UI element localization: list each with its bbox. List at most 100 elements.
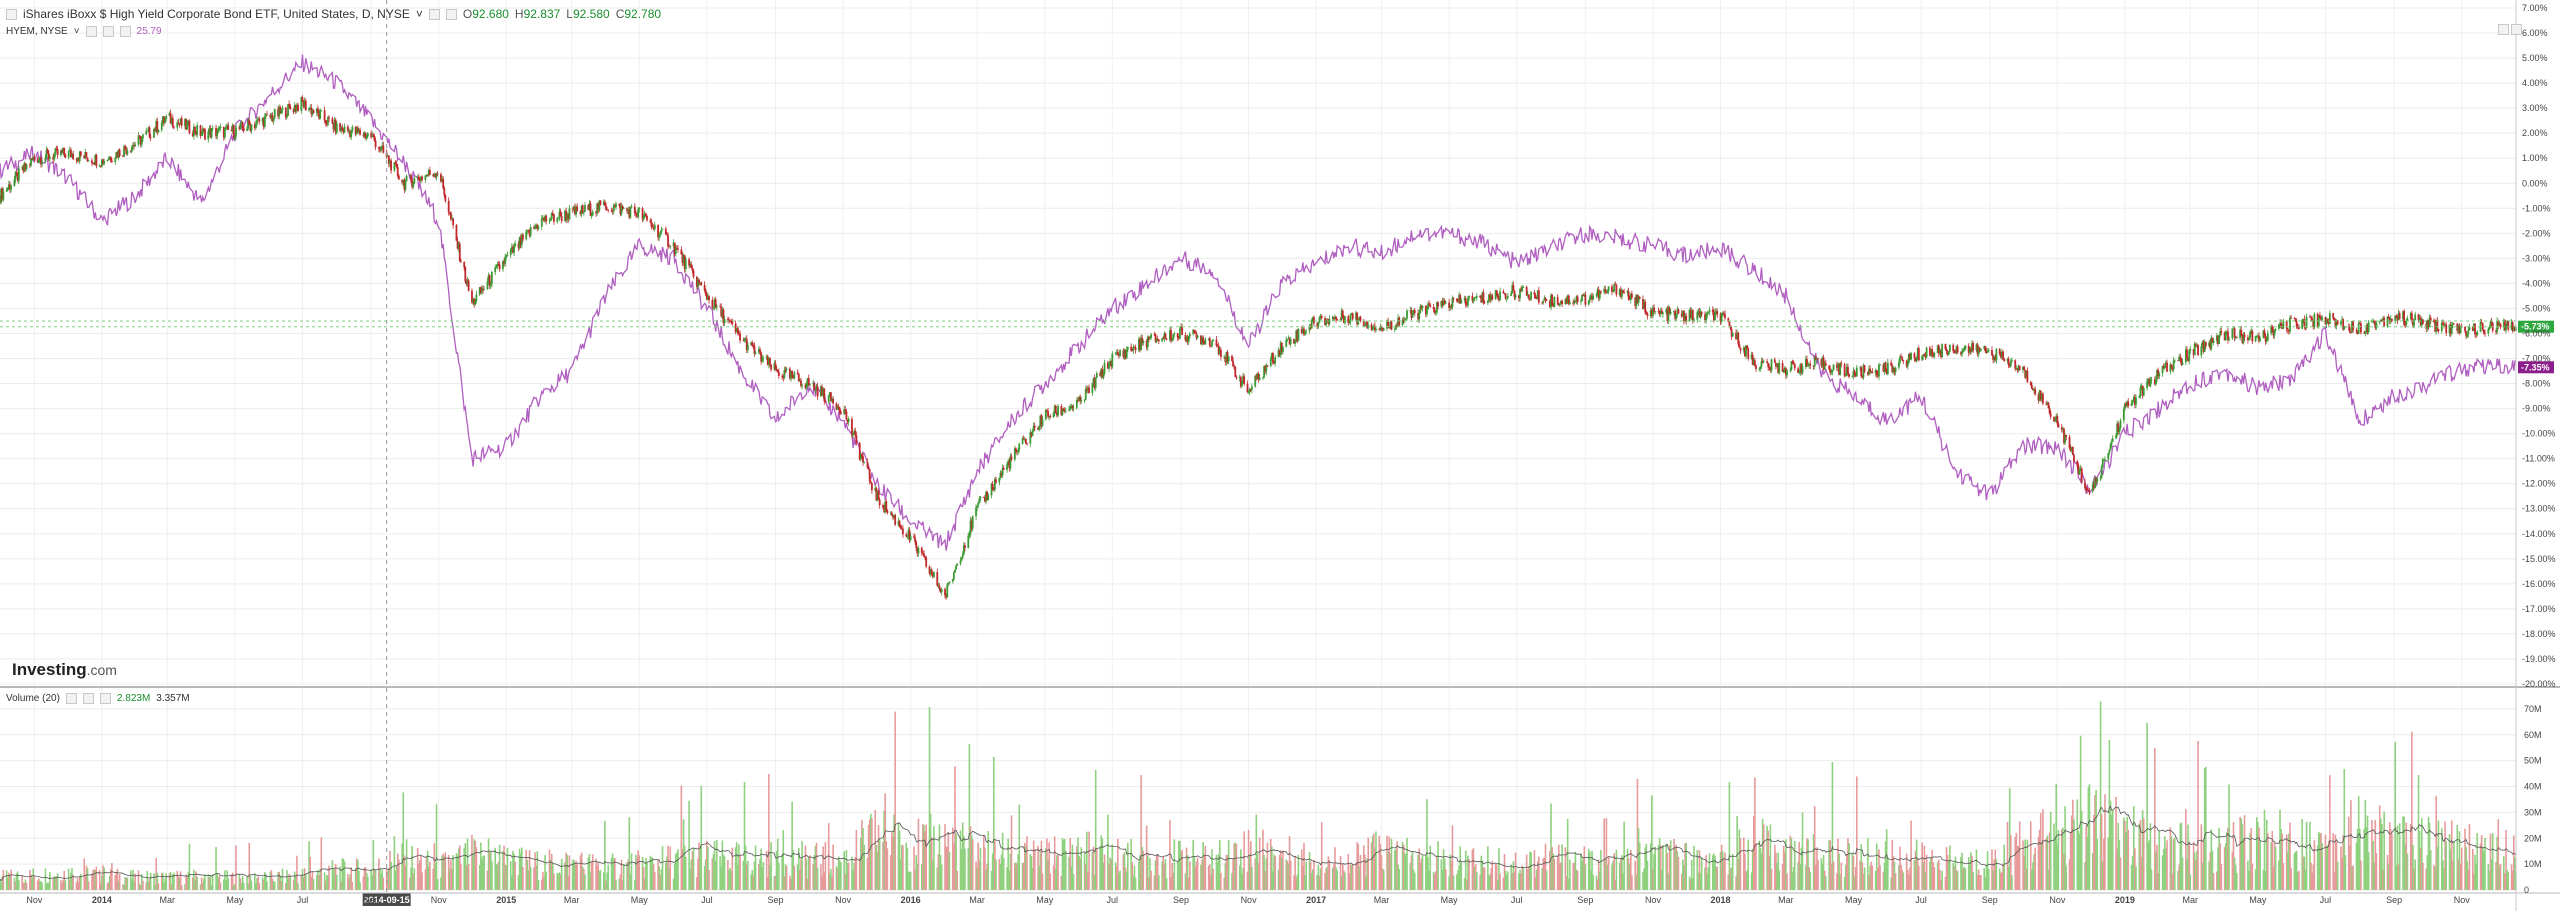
candle-body	[2303, 319, 2305, 327]
candle-body	[1170, 330, 1172, 341]
candle-body	[1006, 464, 1008, 470]
volume-bar	[863, 845, 865, 890]
candle-body	[1414, 310, 1416, 313]
candle-body	[1615, 285, 1617, 295]
candle-body	[305, 101, 307, 111]
candle-body	[1465, 298, 1467, 304]
candle-body	[839, 408, 841, 412]
candle-body	[395, 162, 397, 164]
candle-body	[1952, 345, 1954, 351]
candle-body	[1918, 348, 1920, 360]
price-tick-label: 2.00%	[2522, 128, 2548, 138]
candle-body	[2350, 332, 2352, 333]
volume-bar	[352, 882, 354, 890]
volume-bar	[1530, 852, 1532, 890]
candle-body	[584, 205, 586, 212]
candle-body	[413, 178, 415, 183]
candle-body	[2340, 321, 2342, 324]
candle-body	[108, 159, 110, 160]
candle-body	[817, 386, 819, 396]
volume-bar	[1406, 838, 1408, 890]
candle-body	[785, 370, 787, 371]
candle-body	[1241, 382, 1243, 386]
volume-bar	[1918, 866, 1920, 890]
candle-body	[731, 321, 733, 323]
candle-body	[1832, 370, 1834, 372]
volume-bar	[2205, 767, 2207, 890]
volume-bar	[1639, 843, 1641, 890]
candle-body	[1193, 330, 1195, 332]
candle-body	[848, 419, 850, 422]
candle-body	[1623, 292, 1625, 293]
candle-body	[623, 208, 625, 209]
candle-body	[1599, 292, 1601, 299]
candle-body	[2476, 332, 2478, 335]
candle-body	[351, 127, 353, 131]
volume-bar	[2081, 811, 2083, 890]
candle-body	[1535, 295, 1537, 298]
candle-body	[1907, 363, 1909, 367]
candle-body	[1111, 354, 1113, 367]
candle-body	[992, 484, 994, 489]
candle-body	[828, 396, 830, 402]
candle-body	[557, 218, 559, 219]
candle-body	[442, 179, 444, 188]
candle-body	[1304, 331, 1306, 334]
candle-body	[1311, 321, 1313, 329]
candle-body	[900, 527, 902, 528]
candle-body	[1774, 359, 1776, 362]
price-tick-label: 0.00%	[2522, 178, 2548, 188]
candle-body	[1534, 292, 1536, 295]
candle-body	[1130, 347, 1132, 350]
candle-body	[1321, 316, 1323, 318]
candle-body	[1204, 339, 1206, 344]
candle-body	[922, 553, 924, 554]
volume-bar	[1957, 871, 1959, 890]
candle-body	[905, 534, 907, 536]
candle-body	[1991, 350, 1993, 355]
candle-body	[2118, 428, 2120, 432]
candle-body	[1046, 410, 1048, 411]
candle-body	[838, 406, 840, 407]
candle-body	[450, 212, 452, 219]
volume-bar	[1817, 860, 1819, 890]
volume-bar	[2228, 785, 2230, 890]
candle-body	[643, 216, 645, 220]
volume-bar	[173, 873, 175, 890]
volume-bar	[1391, 839, 1393, 890]
volume-bar	[623, 864, 625, 890]
candle-body	[1611, 286, 1613, 292]
volume-bar	[1670, 840, 1672, 890]
volume-bar	[2383, 812, 2385, 890]
candle-body	[1701, 312, 1703, 314]
candle-body	[755, 353, 757, 354]
candle-body	[1653, 307, 1655, 311]
candle-body	[2453, 323, 2455, 324]
candle-body	[288, 104, 290, 106]
candle-body	[1038, 427, 1040, 430]
candle-body	[870, 481, 872, 483]
volume-bar	[1825, 876, 1827, 890]
candle-body	[1171, 340, 1173, 341]
volume-bar	[258, 883, 260, 890]
candle-body	[1091, 383, 1093, 393]
candle-body	[2249, 332, 2251, 338]
volume-bar	[2329, 775, 2331, 890]
candle-body	[336, 123, 338, 133]
candle-body	[1267, 365, 1269, 366]
candle-body	[1068, 410, 1070, 411]
volume-bar	[414, 868, 416, 890]
volume-bar	[1220, 873, 1222, 890]
candle-body	[1746, 346, 1748, 349]
candle-body	[1270, 359, 1272, 366]
candle-body	[2290, 318, 2292, 319]
candle-body	[255, 124, 257, 128]
candle-body	[1876, 370, 1878, 375]
volume-bar	[1096, 848, 1098, 890]
volume-bar	[289, 876, 291, 890]
candle-body	[1285, 340, 1287, 347]
candle-body	[894, 515, 896, 525]
candle-body	[1890, 363, 1892, 366]
candle-body	[138, 136, 140, 145]
